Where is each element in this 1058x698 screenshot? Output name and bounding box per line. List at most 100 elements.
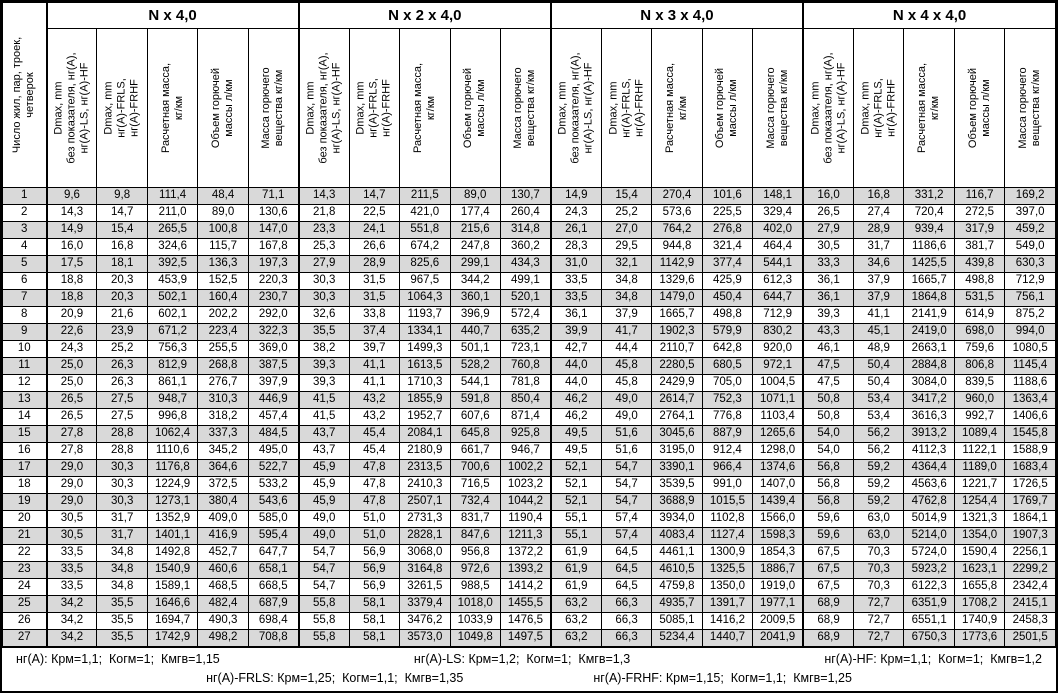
table-cell: 260,4: [499, 204, 552, 222]
table-cell: 460,6: [197, 561, 249, 579]
table-row: 23 33,5 34,8 1540,9 460,6 658,1 54,7 56,9 3164,8…: [2, 561, 1056, 579]
table-cell: 45,9: [297, 493, 350, 511]
table-cell: 2084,1: [399, 425, 451, 443]
table-cell: 18,8: [45, 272, 98, 290]
footnotes: нг(А): Крм=1,1; Когм=1; Кмгв=1,15 нг(А)-…: [2, 647, 1056, 691]
table-cell: 54,7: [600, 459, 653, 477]
table-cell: 700,6: [449, 459, 501, 477]
table-cell: 34,8: [96, 578, 148, 596]
table-cell: 680,5: [701, 357, 754, 375]
table-cell: 49,0: [600, 391, 653, 409]
table-cell: 169,2: [1004, 187, 1056, 205]
table-cell: 247,8: [449, 238, 501, 256]
table-row: 21 30,5 31,7 1401,1 416,9 595,4 49,0 51,0 2828,1…: [2, 527, 1056, 545]
table-cell: 41,1: [348, 357, 401, 375]
column-header: Dmax, mm нг(А)-FRLS, нг(А)-FRHF: [852, 28, 905, 188]
table-cell: 53,4: [852, 391, 905, 409]
row-number: 25: [2, 595, 47, 613]
table-cell: 946,7: [499, 442, 552, 460]
table-cell: 607,6: [449, 408, 501, 426]
table-cell: 595,4: [247, 527, 300, 545]
table-cell: 464,4: [752, 238, 804, 256]
table-cell: 44,0: [549, 357, 602, 375]
column-header-label: Масса горючего вещества кг/км: [1017, 67, 1043, 149]
table-cell: 63,2: [549, 595, 602, 613]
table-cell: 68,9: [802, 629, 855, 647]
table-cell: 43,3: [802, 323, 855, 341]
table-cell: 115,7: [197, 238, 249, 256]
table-cell: 25,2: [96, 340, 148, 358]
table-cell: 4610,5: [651, 561, 703, 579]
table-cell: 24,3: [45, 340, 98, 358]
table-cell: 839,5: [953, 374, 1006, 392]
table-cell: 1186,6: [903, 238, 955, 256]
table-row: 6 18,8 20,3 453,9 152,5 220,3 30,3 31,5 967,5 344…: [2, 272, 1056, 290]
column-header-label: Dmax, mm без показателя, нг(А), нг(А)-LS…: [304, 52, 343, 164]
table-cell: 9,8: [96, 187, 148, 205]
column-header-label: Расчетная масса, кг/км: [159, 62, 185, 154]
table-cell: 434,3: [499, 255, 552, 273]
table-cell: 268,8: [197, 357, 249, 375]
table-row: 26 34,2 35,5 1694,7 490,3 698,4 55,8 58,1 3476,2…: [2, 612, 1056, 630]
table-cell: 531,5: [953, 289, 1006, 307]
table-cell: 450,4: [701, 289, 754, 307]
footnote-ngA-HF: нг(А)-HF: Крм=1,1; Когм=1; Кмгв=1,2: [824, 652, 1042, 666]
column-header-label: Dmax, mm без показателя, нг(А), нг(А)-LS…: [52, 52, 91, 164]
table-cell: 58,1: [348, 629, 401, 647]
table-cell: 72,7: [852, 612, 905, 630]
table-cell: 45,8: [600, 374, 653, 392]
table-cell: 585,0: [247, 510, 300, 528]
table-cell: 756,1: [1004, 289, 1056, 307]
row-number: 22: [2, 544, 47, 562]
table-cell: 47,8: [348, 493, 401, 511]
table-cell: 1329,6: [651, 272, 703, 290]
table-cell: 2110,7: [651, 340, 703, 358]
table-cell: 30,3: [96, 459, 148, 477]
table-cell: 54,7: [297, 561, 350, 579]
table-cell: 53,4: [852, 408, 905, 426]
table-cell: 45,4: [348, 425, 401, 443]
footnote-ngA: нг(А): Крм=1,1; Когм=1; Кмгв=1,15: [16, 652, 220, 666]
table-cell: 29,0: [45, 459, 98, 477]
table-cell: 381,7: [953, 238, 1006, 256]
table-cell: 130,7: [499, 187, 552, 205]
table-cell: 230,7: [247, 289, 300, 307]
table-cell: 994,0: [1004, 323, 1056, 341]
table-cell: 1710,3: [399, 374, 451, 392]
table-cell: 34,8: [600, 289, 653, 307]
table-cell: 25,3: [297, 238, 350, 256]
table-cell: 1102,8: [701, 510, 754, 528]
table-cell: 72,7: [852, 629, 905, 647]
table-row: 8 20,9 21,6 602,1 202,2 292,0 32,6 33,8 1193,7 39…: [2, 306, 1056, 324]
table-cell: 55,8: [297, 612, 350, 630]
table-cell: 1613,5: [399, 357, 451, 375]
table-cell: 1566,0: [752, 510, 804, 528]
table-cell: 67,5: [802, 561, 855, 579]
table-cell: 716,5: [449, 476, 501, 494]
table-cell: 1393,2: [499, 561, 552, 579]
table-cell: 292,0: [247, 306, 300, 324]
footnote-ngA-FRHF: нг(А)-FRHF: Крм=1,15; Когм=1,1; Кмгв=1,2…: [593, 670, 852, 685]
table-cell: 972,6: [449, 561, 501, 579]
table-cell: 59,2: [852, 493, 905, 511]
table-cell: 1352,9: [146, 510, 199, 528]
table-cell: 18,8: [45, 289, 98, 307]
column-header-label: Объем горючей массы л/км: [462, 67, 488, 149]
table-cell: 55,1: [549, 510, 602, 528]
table-cell: 54,7: [297, 578, 350, 596]
table-cell: 30,3: [297, 289, 350, 307]
table-cell: 1089,4: [953, 425, 1006, 443]
table-cell: 1176,8: [146, 459, 199, 477]
table-cell: 5234,4: [651, 629, 703, 647]
footnote-line-1: нг(А): Крм=1,1; Когм=1; Кмгв=1,15 нг(А)-…: [2, 650, 1056, 669]
table-cell: 64,5: [600, 561, 653, 579]
row-number: 26: [2, 612, 47, 630]
table-cell: 21,6: [96, 306, 148, 324]
table-cell: 712,9: [752, 306, 804, 324]
table-cell: 331,2: [903, 187, 955, 205]
table-cell: 26,3: [96, 357, 148, 375]
table-cell: 2458,3: [1004, 612, 1056, 630]
table-row: 20 30,5 31,7 1352,9 409,0 585,0 49,0 51,0 2731,3…: [2, 510, 1056, 528]
corner-header-cell: Число жил, пар, троек, четверок: [2, 2, 47, 188]
table-cell: 887,9: [701, 425, 754, 443]
